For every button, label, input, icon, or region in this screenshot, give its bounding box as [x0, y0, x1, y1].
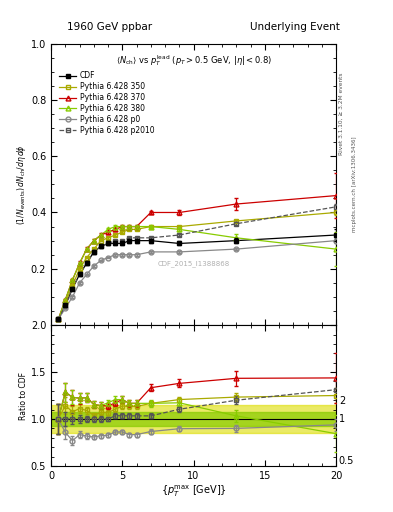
X-axis label: $\{p_T^\mathrm{max}$ [GeV]$\}$: $\{p_T^\mathrm{max}$ [GeV]$\}$	[161, 483, 226, 499]
Text: 0.5: 0.5	[339, 456, 354, 466]
Text: $\langle N_\mathrm{ch}\rangle$ vs $p_T^\mathrm{lead}$ ($p_T > 0.5$ GeV, $|\eta| : $\langle N_\mathrm{ch}\rangle$ vs $p_T^\…	[116, 53, 272, 68]
Legend: CDF, Pythia 6.428 350, Pythia 6.428 370, Pythia 6.428 380, Pythia 6.428 p0, Pyth: CDF, Pythia 6.428 350, Pythia 6.428 370,…	[58, 70, 156, 137]
Text: Rivet 3.1.10, ≥ 3.2M events: Rivet 3.1.10, ≥ 3.2M events	[339, 73, 344, 155]
Text: 1960 GeV ppbar: 1960 GeV ppbar	[68, 22, 152, 32]
Text: 2: 2	[339, 395, 345, 406]
Text: mcplots.cern.ch [arXiv:1306.3436]: mcplots.cern.ch [arXiv:1306.3436]	[352, 137, 357, 232]
Y-axis label: Ratio to CDF: Ratio to CDF	[19, 372, 28, 419]
Text: CDF_2015_I1388868: CDF_2015_I1388868	[158, 260, 230, 267]
Y-axis label: $(1/N_\mathrm{events})\,dN_\mathrm{ch}/d\eta\,d\phi$: $(1/N_\mathrm{events})\,dN_\mathrm{ch}/d…	[15, 144, 28, 225]
Text: Underlying Event: Underlying Event	[250, 22, 340, 32]
Text: 1: 1	[339, 414, 345, 424]
